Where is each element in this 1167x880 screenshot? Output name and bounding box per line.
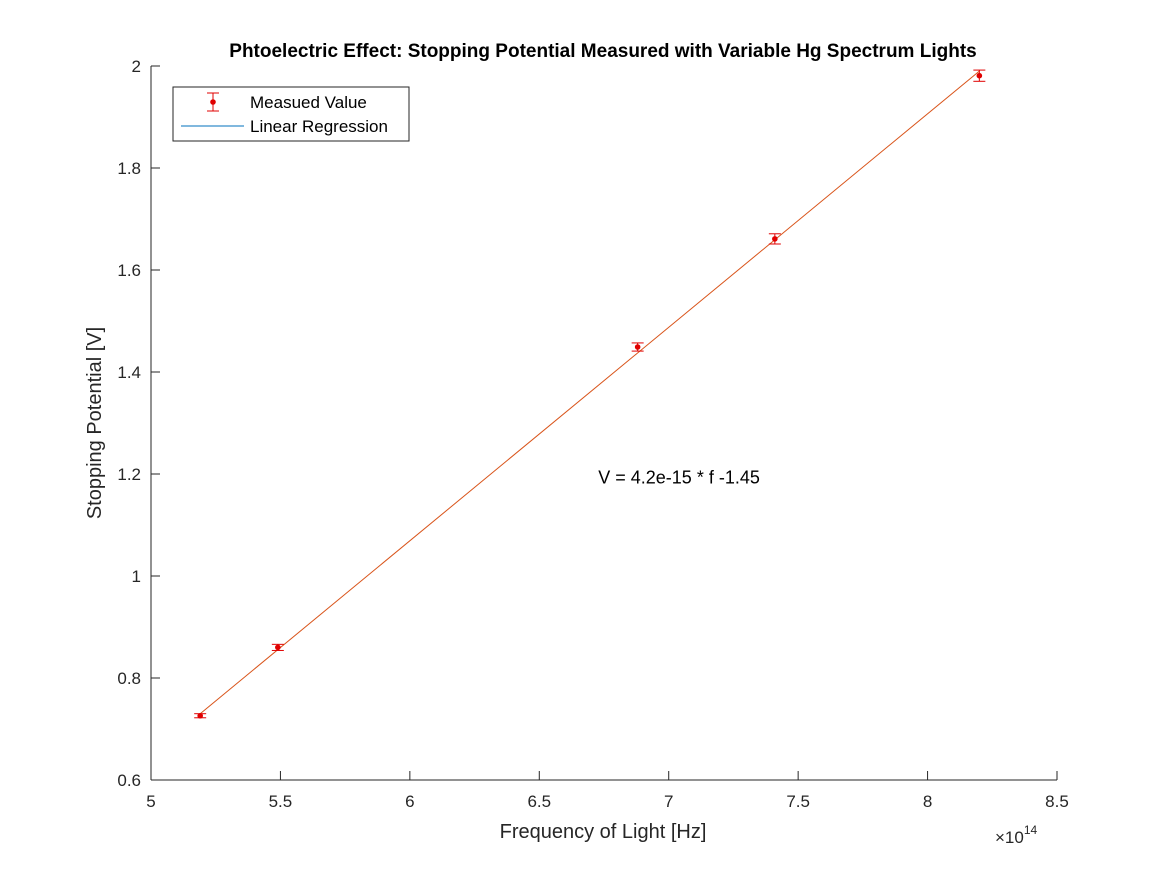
plot-area: 5 5.5 6 6.5 7 7.5 8 8.5 0.6 0.8 1 1.2 1.4 1.6 1.8 2 <box>117 57 1068 811</box>
y-tick-label: 1 <box>132 567 141 586</box>
errorbar-point <box>973 69 986 82</box>
legend-label-regression: Linear Regression <box>250 117 388 136</box>
y-tick-label: 0.6 <box>117 771 141 790</box>
x-tick-label: 7.5 <box>786 792 810 811</box>
data-point <box>772 236 778 242</box>
regression-equation: V = 4.2e-15 * f -1.45 <box>598 468 760 488</box>
y-tick-label: 1.2 <box>117 465 141 484</box>
errorbar-point <box>271 643 284 651</box>
x-tick-label: 6 <box>405 792 414 811</box>
y-tick-label: 1.6 <box>117 261 141 280</box>
legend: Measued Value Linear Regression <box>172 86 410 142</box>
x-axis-exponent: ×1014 <box>995 823 1038 847</box>
legend-label-measured: Measued Value <box>250 93 367 112</box>
x-tick-label: 5 <box>146 792 155 811</box>
errorbar-point <box>194 712 207 719</box>
x-tick-label: 5.5 <box>269 792 293 811</box>
x-tick-label: 8 <box>923 792 932 811</box>
y-tick-label: 2 <box>132 57 141 76</box>
data-point <box>275 644 281 651</box>
legend-box <box>172 86 410 142</box>
y-axis-label: Stopping Potential [V] <box>84 327 106 519</box>
y-tick-label: 0.8 <box>117 669 141 688</box>
data-point <box>197 712 203 719</box>
data-point <box>976 72 983 79</box>
errorbar-point <box>631 342 644 352</box>
y-tick-label: 1.4 <box>117 363 141 382</box>
legend-errorbar-marker <box>207 92 219 112</box>
errorbar-point <box>768 233 781 245</box>
x-tick-label: 8.5 <box>1045 792 1069 811</box>
x-axis-label: Frequency of Light [Hz] <box>500 821 707 843</box>
regression-line <box>199 70 980 715</box>
chart-title: Phtoelectric Effect: Stopping Potential … <box>229 41 976 62</box>
y-tick-label: 1.8 <box>117 159 141 178</box>
x-tick-label: 6.5 <box>527 792 551 811</box>
x-tick-label: 7 <box>664 792 673 811</box>
data-point <box>634 344 641 350</box>
